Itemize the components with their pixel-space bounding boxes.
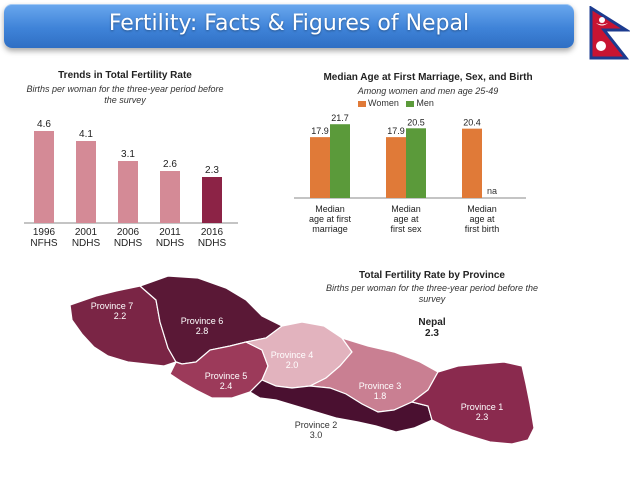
trend-tick-label: NDHS	[72, 238, 101, 249]
province-map-subtitle: Births per woman for the three-year peri…	[325, 283, 539, 304]
nepal-flag-icon	[589, 6, 630, 60]
trend-tick-label: 2011	[159, 227, 181, 238]
slide-title-bar: Fertility: Facts & Figures of Nepal	[4, 4, 574, 48]
median-chart-title: Median Age at First Marriage, Sex, and B…	[323, 72, 533, 83]
trend-tick-label: 1996	[33, 227, 56, 238]
province-1-label: Province 1	[461, 402, 504, 412]
trend-bar	[118, 161, 138, 223]
trend-chart-title: Trends in Total Fertility Rate	[58, 70, 192, 81]
trend-tick-label: NDHS	[198, 238, 227, 249]
province-1-shape	[410, 361, 535, 445]
province-6-value: 2.8	[196, 326, 209, 336]
median-bar-value-men: 21.7	[331, 113, 349, 123]
median-bar-men	[406, 128, 426, 198]
median-bar-value-women: 17.9	[387, 126, 405, 136]
legend-swatch-men	[406, 100, 415, 107]
median-tick-label: age at	[469, 214, 495, 224]
province-6-label: Province 6	[181, 316, 224, 326]
nepal-national-label: Nepal	[418, 317, 445, 328]
trend-bar	[160, 171, 180, 223]
median-tick-label: age at	[393, 214, 419, 224]
slide-title: Fertility: Facts & Figures of Nepal	[108, 11, 470, 36]
trend-bar-value: 4.1	[79, 129, 93, 140]
median-tick-label: Median	[391, 204, 421, 214]
median-chart-subtitle: Among women and men age 25-49	[357, 86, 499, 96]
median-bar-value-women: 17.9	[311, 126, 329, 136]
province-5-value: 2.4	[220, 381, 233, 391]
median-bar-women	[462, 128, 482, 198]
legend-label-men: Men	[416, 98, 434, 108]
median-bar-value-women: 20.4	[463, 118, 481, 128]
trend-tick-label: 2001	[75, 227, 98, 238]
trend-tick-label: NDHS	[156, 238, 185, 249]
trend-bar-value: 4.6	[37, 119, 51, 130]
province-3-value: 1.8	[374, 391, 387, 401]
legend-label-women: Women	[368, 98, 399, 108]
trend-tick-label: 2006	[117, 227, 140, 238]
trend-bar	[202, 177, 222, 223]
trend-bar-value: 2.6	[163, 159, 177, 170]
province-4-label: Province 4	[271, 350, 314, 360]
legend-swatch-women	[358, 100, 366, 107]
median-bar-men	[330, 124, 350, 198]
trend-bar	[76, 141, 96, 223]
trend-tick-label: NDHS	[114, 238, 143, 249]
province-7-value: 2.2	[114, 311, 127, 321]
trend-tick-label: NFHS	[30, 238, 58, 249]
province-map-title: Total Fertility Rate by Province	[359, 270, 505, 281]
trend-tick-label: 2016	[201, 227, 224, 238]
median-tick-label: first sex	[390, 224, 422, 234]
trend-bar	[34, 131, 54, 223]
median-tick-label: age at first	[309, 214, 352, 224]
median-tick-label: marriage	[312, 224, 348, 234]
median-bar-missing-label: na	[487, 186, 497, 196]
median-bar-women	[386, 137, 406, 198]
province-3-label: Province 3	[359, 381, 402, 391]
median-tick-label: first birth	[465, 224, 500, 234]
province-5-label: Province 5	[205, 371, 248, 381]
median-bar-women	[310, 137, 330, 198]
trend-chart: 4.61996NFHS4.12001NDHS3.12006NDHS2.62011…	[24, 119, 238, 249]
province-2-label: Province 2	[295, 420, 338, 430]
median-bar-value-men: 20.5	[407, 117, 425, 127]
trend-bar-value: 3.1	[121, 149, 135, 160]
median-tick-label: Median	[467, 204, 497, 214]
province-4-value: 2.0	[286, 360, 299, 370]
trend-chart-subtitle: Births per woman for the three-year peri…	[26, 84, 224, 105]
province-7-label: Province 7	[91, 301, 134, 311]
province-2-value: 3.0	[310, 430, 323, 440]
nepal-national-value: 2.3	[425, 328, 439, 339]
trend-bar-value: 2.3	[205, 165, 219, 176]
province-1-value: 2.3	[476, 412, 489, 422]
median-tick-label: Median	[315, 204, 345, 214]
median-chart-legend: Women Men	[358, 98, 434, 108]
